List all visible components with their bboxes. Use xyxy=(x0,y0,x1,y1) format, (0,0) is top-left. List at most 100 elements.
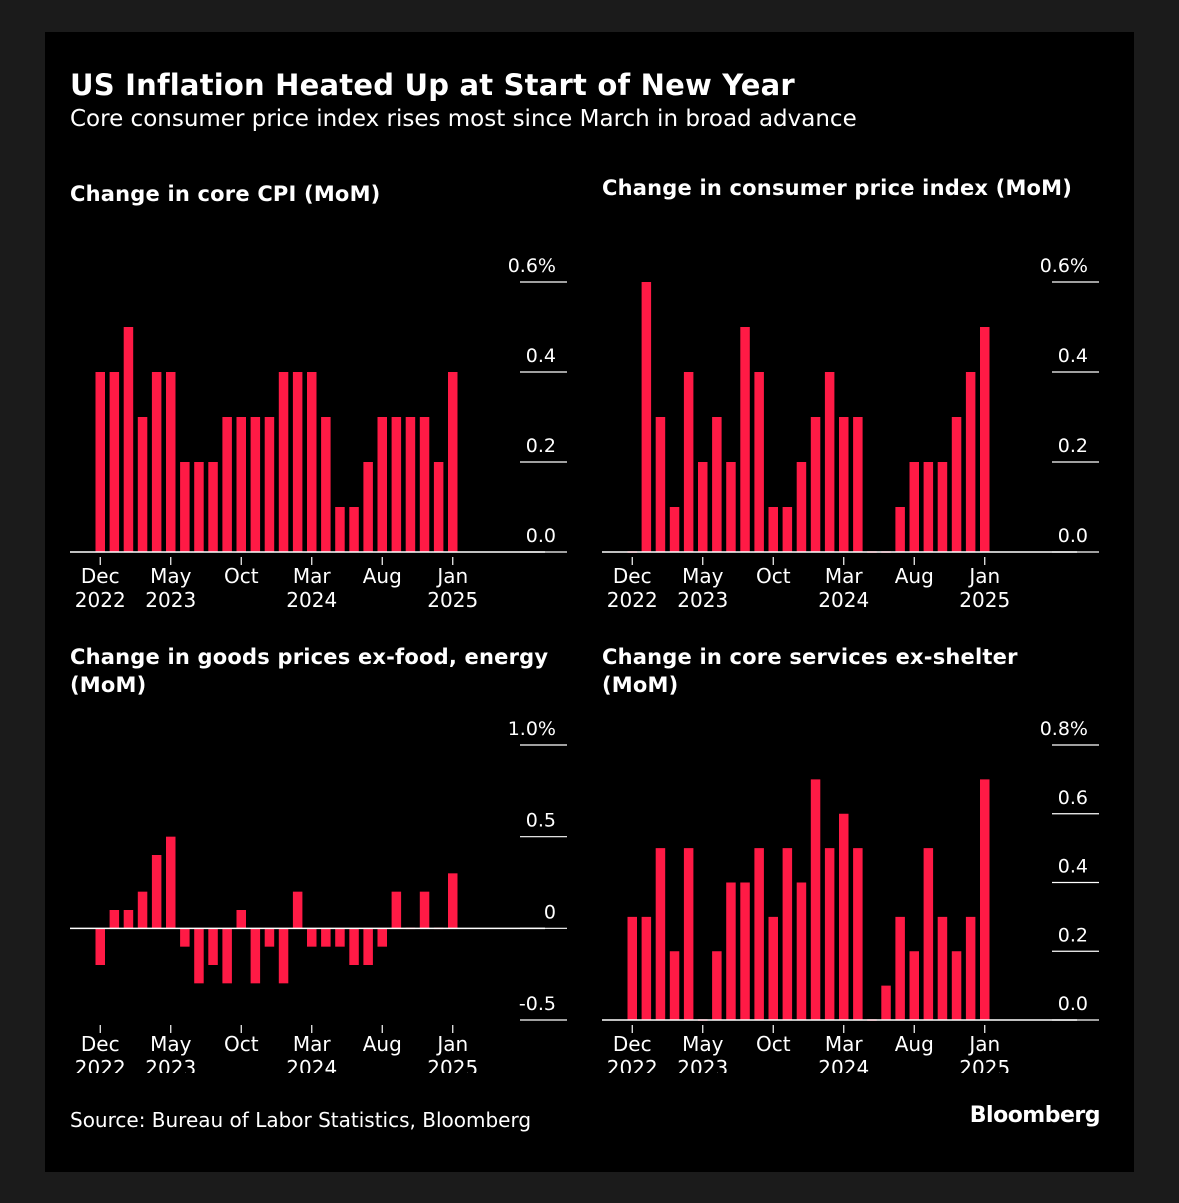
bar-2023-10 xyxy=(236,417,246,552)
x-tick-label: Oct xyxy=(756,564,791,588)
bar-2023-01 xyxy=(109,910,120,929)
bar-2024-06 xyxy=(881,985,891,1020)
bar-2024-12 xyxy=(965,916,976,1020)
bar-2024-04 xyxy=(321,417,331,552)
panel-title: Change in consumer price index (MoM) xyxy=(602,176,1073,200)
bar-2024-09 xyxy=(923,462,934,552)
bar-2025-01 xyxy=(980,779,990,1020)
x-tick-label: 2024 xyxy=(286,588,337,610)
x-tick-label: 2023 xyxy=(677,1056,728,1073)
bar-2024-10 xyxy=(405,417,416,552)
x-tick-label: 2025 xyxy=(959,588,1010,610)
bar-2024-10 xyxy=(937,916,948,1020)
bar-2024-01 xyxy=(278,928,289,984)
bar-2022-12 xyxy=(627,916,637,1020)
bar-2023-11 xyxy=(782,507,793,552)
bar-2023-07 xyxy=(194,462,204,552)
x-tick-label: 2025 xyxy=(427,588,478,610)
x-tick-label: Jan xyxy=(435,1032,468,1056)
page-subtitle: Core consumer price index rises most sin… xyxy=(70,106,857,132)
bar-2024-01 xyxy=(810,779,821,1020)
bar-2023-12 xyxy=(264,417,275,552)
x-tick-label: May xyxy=(682,1032,724,1056)
x-tick-label: 2022 xyxy=(75,588,126,610)
x-tick-label: Jan xyxy=(967,564,1000,588)
x-tick-label: Dec xyxy=(81,1032,120,1056)
bar-2025-01 xyxy=(448,372,458,552)
bar-2022-12 xyxy=(95,928,105,965)
bar-2023-09 xyxy=(222,928,232,984)
bar-2024-08 xyxy=(909,951,919,1020)
bar-2024-02 xyxy=(824,372,835,552)
bar-2024-05 xyxy=(335,507,345,552)
bar-2024-09 xyxy=(923,848,934,1020)
bar-2023-09 xyxy=(754,848,764,1020)
bar-2023-11 xyxy=(250,417,261,552)
y-tick-label: 0.0 xyxy=(1058,993,1088,1015)
page-title: US Inflation Heated Up at Start of New Y… xyxy=(70,68,795,102)
bar-2022-12 xyxy=(95,372,105,552)
bloomberg-logo: Bloomberg xyxy=(969,1103,1101,1128)
y-tick-label: 0.0 xyxy=(526,525,556,547)
bar-2023-08 xyxy=(740,882,750,1020)
source-note: Source: Bureau of Labor Statistics, Bloo… xyxy=(70,1108,532,1132)
bar-2023-03 xyxy=(137,891,148,929)
x-tick-label: Mar xyxy=(293,1032,332,1056)
bar-2023-01 xyxy=(109,372,120,552)
bar-2023-04 xyxy=(683,848,694,1020)
bar-2023-06 xyxy=(180,462,190,552)
x-tick-label: Mar xyxy=(825,1032,864,1056)
x-tick-label: Aug xyxy=(895,1032,934,1056)
bar-2024-12 xyxy=(965,372,976,552)
bar-2023-12 xyxy=(796,462,807,552)
bar-2023-05 xyxy=(698,462,708,552)
bar-2024-07 xyxy=(363,928,373,965)
bar-2024-03 xyxy=(307,372,317,552)
bar-2024-04 xyxy=(853,848,863,1020)
x-tick-label: May xyxy=(150,564,192,588)
bar-2025-01 xyxy=(980,327,990,552)
bar-2023-12 xyxy=(264,928,275,947)
bar-2024-03 xyxy=(839,417,849,552)
bar-2024-11 xyxy=(419,891,430,929)
bar-2023-03 xyxy=(669,951,680,1020)
y-tick-label: 0.5 xyxy=(526,810,556,832)
panel-goods-ex-food-energy: Change in goods prices ex-food, energy (… xyxy=(70,643,570,1073)
x-tick-label: 2023 xyxy=(145,588,196,610)
bar-2024-07 xyxy=(895,507,905,552)
bar-2023-09 xyxy=(754,372,764,552)
bar-2023-03 xyxy=(669,507,680,552)
bar-2024-04 xyxy=(853,417,863,552)
bar-2025-01 xyxy=(448,873,458,929)
y-tick-label: 0.2 xyxy=(1058,924,1088,946)
chart-card: US Inflation Heated Up at Start of New Y… xyxy=(45,32,1134,1172)
x-tick-label: 2022 xyxy=(607,1056,658,1073)
bar-2024-07 xyxy=(895,916,905,1020)
bar-2023-10 xyxy=(768,916,778,1020)
x-tick-label: May xyxy=(682,564,724,588)
x-tick-label: 2024 xyxy=(286,1056,337,1073)
bar-2023-02 xyxy=(655,417,666,552)
bar-2024-08 xyxy=(377,928,387,947)
bar-2024-10 xyxy=(937,462,948,552)
panel-core-services-ex-shelter: Change in core services ex-shelter (MoM)… xyxy=(602,643,1102,1073)
y-tick-label: 0.4 xyxy=(1058,345,1088,367)
bar-2023-01 xyxy=(641,916,652,1020)
y-tick-label: 0.2 xyxy=(1058,435,1088,457)
bar-2023-08 xyxy=(208,928,218,965)
bar-2023-04 xyxy=(151,855,162,929)
x-tick-label: Jan xyxy=(435,564,468,588)
y-tick-label: 0.4 xyxy=(526,345,556,367)
bar-2023-06 xyxy=(712,951,722,1020)
bar-2024-08 xyxy=(909,462,919,552)
y-tick-label: 0.6% xyxy=(508,255,556,277)
bar-2024-02 xyxy=(292,372,303,552)
bar-2023-01 xyxy=(641,282,652,552)
panel-title: Change in goods prices ex-food, energy (… xyxy=(70,645,549,697)
bar-2024-02 xyxy=(292,891,303,929)
bar-2024-01 xyxy=(278,372,289,552)
bar-2024-11 xyxy=(419,417,430,552)
x-tick-label: Jan xyxy=(967,1032,1000,1056)
